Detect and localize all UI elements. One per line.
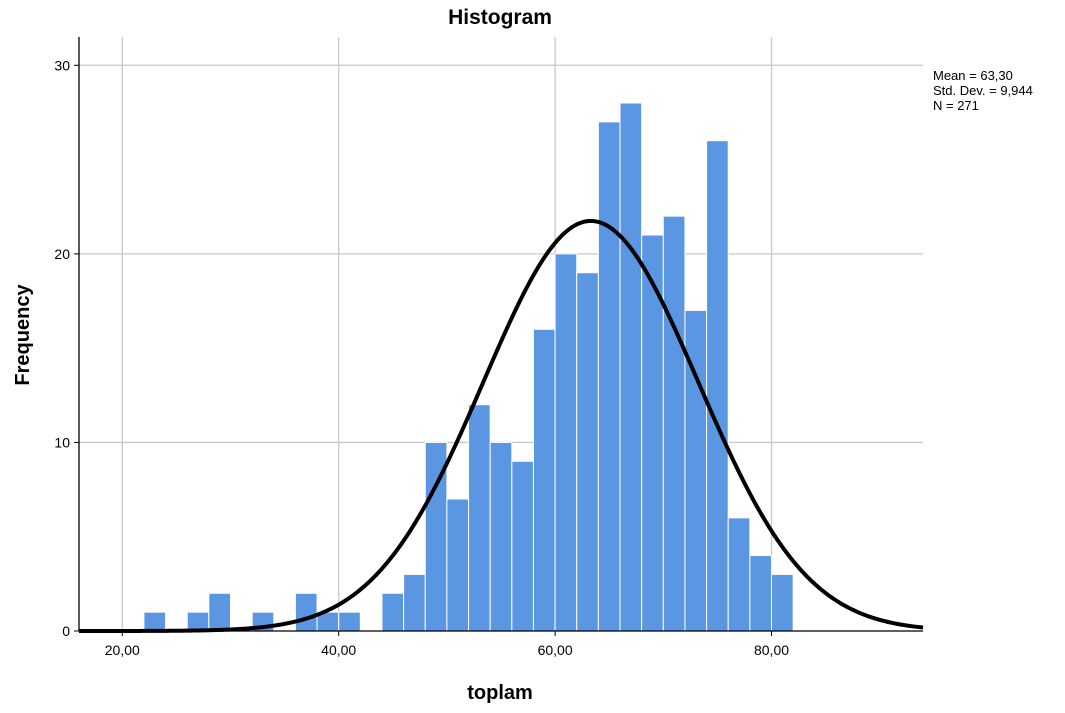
stats-n: N = 271 [933, 98, 979, 113]
bar-15 [468, 404, 491, 632]
stats-mean: Mean = 63,30 [933, 68, 1013, 83]
stats-box: Mean = 63,30 Std. Dev. = 9,944 N = 271 [933, 68, 1033, 113]
x-tick-label-0: 20,00 [105, 642, 140, 658]
bar-9 [338, 611, 361, 632]
bar-18 [532, 328, 556, 632]
bar-17 [511, 460, 534, 632]
bar-27 [727, 517, 751, 632]
stats-std-dev: Std. Dev. = 9,944 [933, 83, 1033, 98]
y-tick-label-3: 30 [54, 57, 70, 73]
bar-21 [597, 121, 621, 632]
bar-20 [576, 272, 599, 632]
histogram-bars [143, 102, 794, 632]
bar-19 [554, 253, 578, 632]
y-tick-label-2: 20 [54, 246, 70, 262]
bar-14 [446, 498, 470, 632]
y-axis-label: Frequency [12, 284, 34, 386]
bar-3 [208, 592, 231, 632]
chart-title: Histogram [448, 6, 552, 29]
x-tick-label-1: 40,00 [321, 642, 356, 658]
normal-curve [79, 218, 924, 633]
x-axis-label: toplam [467, 682, 533, 704]
x-tick-label-3: 80,00 [754, 642, 789, 658]
x-tick-labels: 20,00 40,00 60,00 80,00 [105, 642, 789, 658]
y-tick-label-1: 10 [54, 434, 70, 450]
bar-26 [706, 140, 729, 632]
x-tick-label-2: 60,00 [538, 642, 573, 658]
bar-16 [489, 441, 513, 632]
y-tick-label-0: 0 [62, 623, 70, 639]
bar-0 [143, 611, 167, 632]
bar-12 [403, 573, 426, 632]
bar-7 [294, 592, 318, 632]
bar-29 [771, 573, 794, 632]
axes [74, 37, 923, 636]
bar-28 [749, 555, 773, 632]
bar-2 [186, 611, 210, 632]
bar-22 [619, 102, 643, 632]
bar-11 [381, 592, 405, 632]
bar-24 [662, 215, 686, 632]
y-tick-labels: 0 10 20 30 [54, 57, 70, 639]
